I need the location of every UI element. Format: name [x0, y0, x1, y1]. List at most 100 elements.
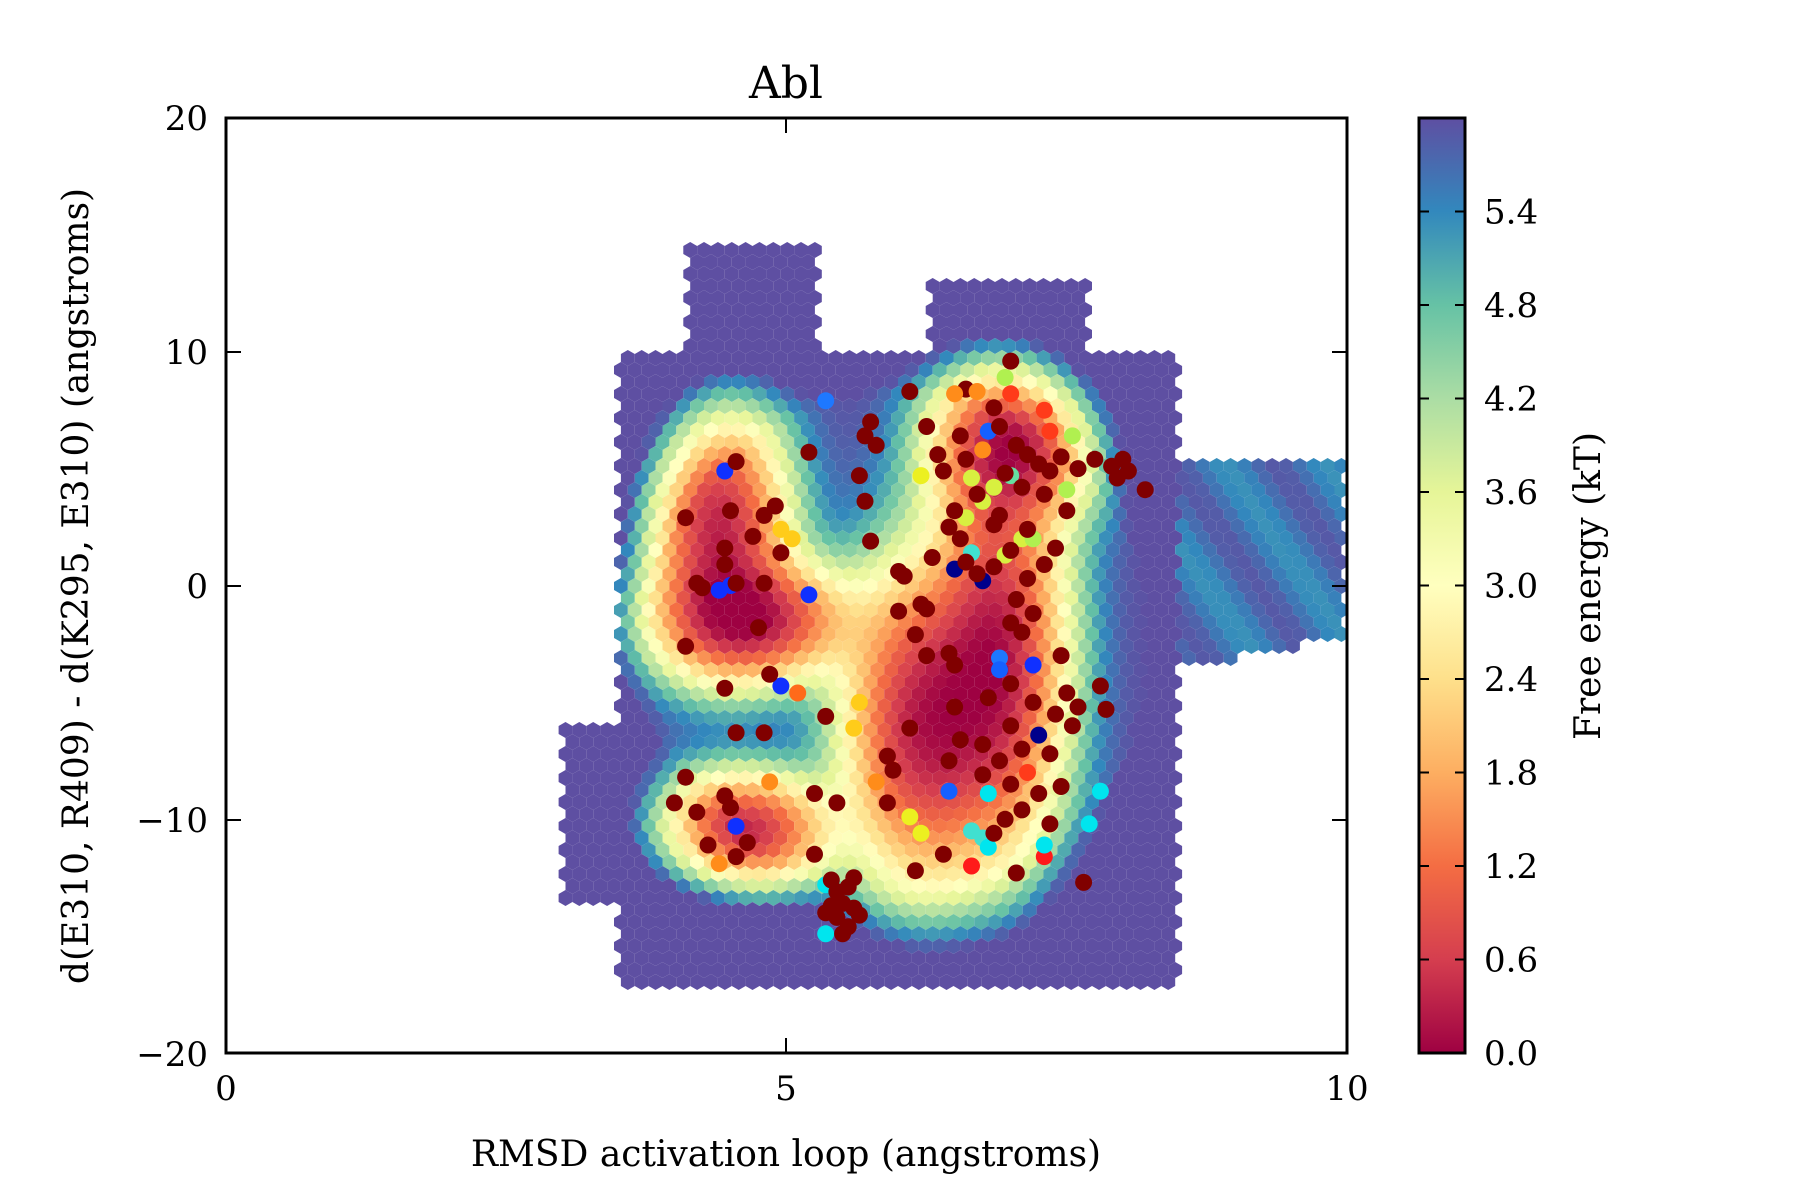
hexbin-cell — [891, 458, 905, 474]
hexbin-cell — [863, 626, 878, 642]
hexbin-cell — [1043, 938, 1058, 954]
hexbin-cell — [704, 686, 718, 702]
hexbin-cell — [953, 302, 968, 318]
hexbin-cell — [1105, 902, 1120, 918]
hexbin-cell — [662, 542, 677, 558]
hexbin-cell — [939, 830, 954, 846]
hexbin-cell — [683, 266, 698, 282]
hexbin-cell — [870, 950, 885, 966]
hexbin-cell — [974, 506, 989, 522]
hexbin-cell — [1105, 374, 1120, 390]
hexbin-cell — [759, 878, 774, 894]
hexbin-cell — [683, 698, 698, 714]
hexbin-cell — [759, 590, 774, 606]
hexbin-cell — [724, 410, 739, 426]
hexbin-cell — [738, 554, 753, 570]
hexbin-cell — [655, 722, 670, 738]
hexbin-cell — [925, 926, 940, 942]
hexbin-cell — [1015, 962, 1030, 978]
hexbin-cell — [967, 878, 982, 894]
hexbin-cell — [1258, 518, 1273, 534]
hexbin-cell — [814, 662, 829, 678]
hexbin-cell — [724, 866, 739, 882]
hexbin-cell — [884, 398, 898, 414]
hexbin-cell — [1140, 794, 1155, 810]
hexbin-cell — [627, 866, 642, 882]
hexbin-cell — [697, 698, 711, 714]
hexbin-cell — [1202, 566, 1217, 582]
hexbin-cell — [849, 770, 864, 786]
hexbin-cell — [1195, 482, 1210, 498]
hexbin-cell — [794, 890, 808, 906]
hexbin-cell — [773, 926, 788, 942]
scatter-point — [1058, 481, 1076, 499]
scatter-point — [1035, 556, 1053, 573]
hexbin-cell — [1119, 398, 1134, 414]
hexbin-cell — [1168, 698, 1183, 714]
hexbin-cell — [835, 386, 850, 402]
hexbin-cell — [1126, 554, 1141, 570]
scatter-point — [957, 553, 975, 571]
hexbin-cell — [731, 974, 746, 990]
hexbin-cell — [1043, 386, 1058, 402]
hexbin-cell — [1105, 782, 1120, 798]
hexbin-cell — [905, 434, 919, 450]
hexbin-cell — [870, 758, 885, 774]
hexbin-cell — [1064, 302, 1079, 318]
hexbin-cell — [607, 782, 621, 798]
hexbin-cell — [648, 806, 663, 822]
hexbin-cell — [918, 746, 933, 762]
hexbin-cell — [704, 398, 718, 414]
scatter-point — [951, 731, 969, 749]
hexbin-cell — [704, 470, 718, 486]
hexbin-cell — [967, 950, 982, 966]
hexbin-cell — [967, 398, 982, 414]
scatter-point — [710, 855, 728, 873]
hexbin-cell — [634, 494, 649, 510]
hexbin-cell — [856, 782, 871, 798]
hexbin-cell — [717, 758, 732, 774]
hexbin-cell — [842, 782, 857, 798]
hexbin-cell — [1105, 638, 1120, 654]
hexbin-cell — [717, 374, 732, 390]
hexbin-cell — [801, 926, 815, 942]
hexbin-cell — [1279, 506, 1293, 522]
hexbin-cell — [960, 290, 975, 306]
hexbin-cell — [891, 674, 905, 690]
scatter-point — [934, 845, 952, 863]
hexbin-cell — [766, 362, 781, 378]
hexbin-cell — [731, 350, 746, 366]
hexbin-cell — [1057, 338, 1072, 354]
scatter-point — [974, 736, 992, 753]
hexbin-cell — [1147, 902, 1162, 918]
hexbin-cell — [1099, 506, 1113, 522]
hexbin-cell — [1112, 914, 1127, 930]
hexbin-cell — [849, 506, 864, 522]
hexbin-cell — [669, 386, 684, 402]
hexbin-cell — [939, 902, 954, 918]
hexbin-cell — [842, 806, 857, 822]
hexbin-cell — [794, 938, 808, 954]
hexbin-cell — [620, 830, 635, 846]
hexbin-cell — [1251, 626, 1266, 642]
hexbin-cell — [974, 290, 989, 306]
hexbin-cell — [1230, 638, 1245, 654]
hexbin-cell — [925, 686, 940, 702]
hexbin-cell — [1057, 818, 1072, 834]
hexbin-cell — [821, 530, 836, 546]
hexbin-cell — [690, 974, 704, 990]
hexbin-cell — [842, 734, 857, 750]
scatter-point — [727, 724, 745, 742]
hexbin-cell — [1306, 554, 1321, 570]
hexbin-cell — [911, 446, 926, 462]
hexbin-cell — [925, 614, 940, 630]
hexbin-cell — [905, 962, 919, 978]
hexbin-cell — [1119, 638, 1134, 654]
hexbin-cell — [1092, 518, 1106, 534]
hexbin-cell — [572, 770, 587, 786]
hexbin-cell — [1029, 386, 1044, 402]
hexbin-cell — [808, 650, 822, 666]
hexbin-cell — [1161, 782, 1176, 798]
hexbin-cell — [1105, 758, 1120, 774]
hexbin-cell — [711, 410, 725, 426]
